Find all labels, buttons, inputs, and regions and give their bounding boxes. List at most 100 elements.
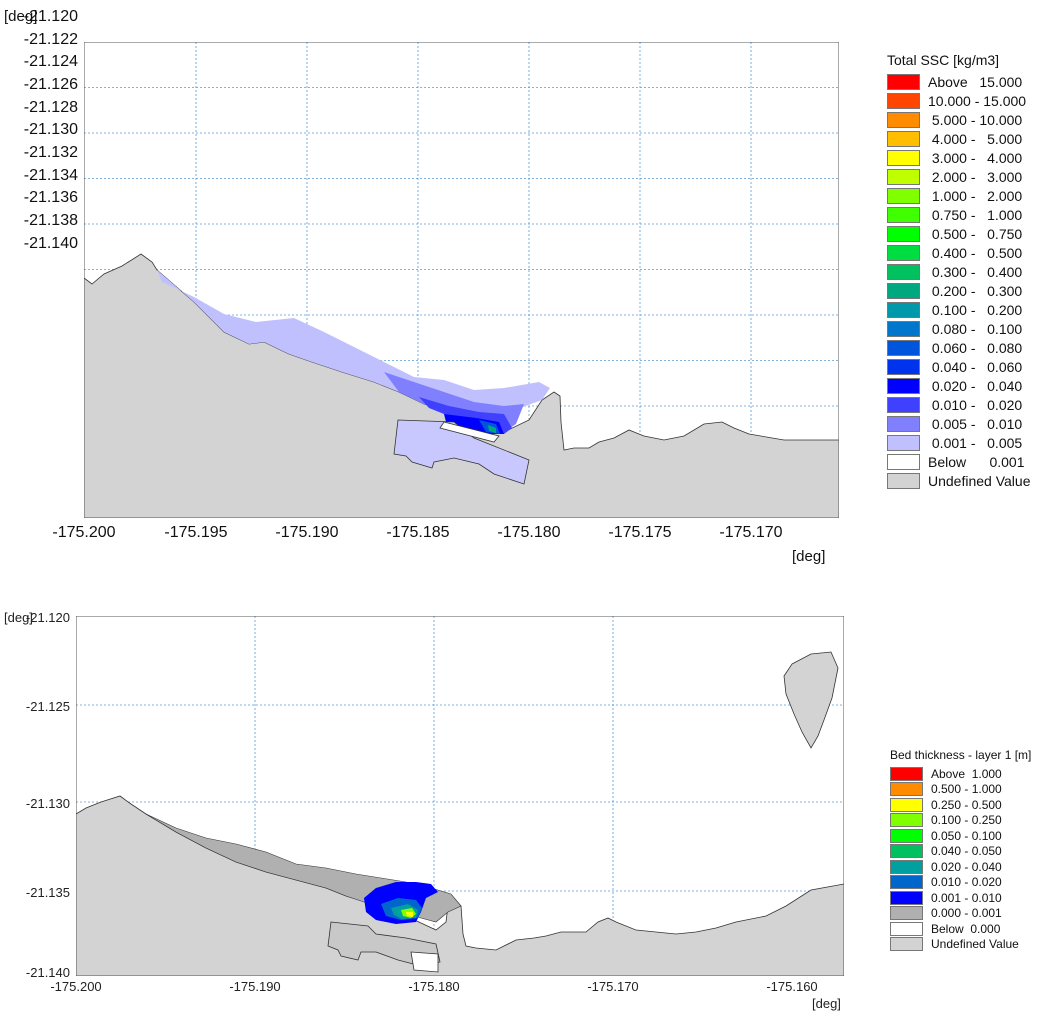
y-tick-label: -21.126 [23, 76, 78, 93]
legend-label: Undefined Value [928, 472, 1031, 489]
legend-item: 0.001 - 0.010 [890, 890, 1059, 906]
port-structure [393, 419, 530, 485]
legend-swatch [887, 92, 920, 109]
legend-label: 0.040 - 0.060 [928, 358, 1023, 375]
breakwater [439, 421, 500, 443]
legend-item: 4.000 - 5.000 [887, 129, 1030, 148]
legend-label: 0.020 - 0.040 [931, 859, 1002, 874]
ssc-map-panel: [deg] -21.120 -21.122 -21.124 -21.126 -2… [4, 8, 1030, 565]
legend-swatch [887, 415, 920, 432]
legend-item: 0.005 - 0.010 [887, 414, 1030, 433]
x-tick-label: -175.175 [608, 524, 672, 541]
y-tick-label: -21.120 [25, 610, 70, 625]
legend-item: 0.300 - 0.400 [887, 262, 1030, 281]
legend-item: 0.020 - 0.040 [887, 376, 1030, 395]
legend-item: 0.060 - 0.080 [887, 338, 1030, 357]
legend-rows: Above 15.000 10.000 - 15.000 5.000 - 10.0… [887, 72, 1030, 490]
legend-rows: Above 1.000 0.500 - 1.000 0.250 - 0.500 0.1… [890, 766, 1059, 952]
legend-label: 4.000 - 5.000 [928, 130, 1023, 147]
legend-item: 0.050 - 0.100 [890, 828, 1059, 844]
legend-swatch [887, 73, 920, 90]
legend-swatch [887, 263, 920, 280]
y-tick-label: -21.120 [23, 8, 78, 25]
legend-swatch [887, 339, 920, 356]
legend-label: 0.010 - 0.020 [931, 875, 1002, 890]
legend-swatch [887, 472, 920, 489]
y-tick-label: -21.124 [23, 53, 78, 70]
x-tick-label: -175.185 [386, 524, 450, 541]
legend-label: 0.200 - 0.300 [928, 282, 1023, 299]
legend-swatch [887, 282, 920, 299]
x-tick-label: -175.195 [164, 524, 228, 541]
legend-label: 0.250 - 0.500 [931, 797, 1002, 812]
ssc-legend: Total SSC [kg/m3] Above 15.000 10.000 - 1… [887, 52, 1030, 490]
legend-swatch [890, 937, 923, 952]
legend-swatch [887, 434, 920, 451]
legend-swatch [887, 453, 920, 470]
legend-label: 0.500 - 1.000 [931, 782, 1002, 797]
island-land [783, 651, 839, 749]
legend-swatch [890, 875, 923, 890]
y-axis-unit: [deg] [4, 8, 38, 25]
legend-item: 0.020 - 0.040 [890, 859, 1059, 875]
legend-swatch [887, 225, 920, 242]
legend-swatch [887, 187, 920, 204]
legend-label: 5.000 - 10.000 [928, 111, 1023, 128]
legend-item: 0.500 - 0.750 [887, 224, 1030, 243]
legend-item: 0.200 - 0.300 [887, 281, 1030, 300]
legend-label: 1.000 - 2.000 [928, 187, 1023, 204]
x-tick-label: -175.180 [408, 979, 460, 994]
legend-item: 0.010 - 0.020 [887, 395, 1030, 414]
legend-swatch [887, 301, 920, 318]
y-tick-label: -21.138 [23, 212, 78, 229]
legend-swatch [890, 813, 923, 828]
y-tick-label: -21.132 [23, 144, 78, 161]
legend-item: 5.000 - 10.000 [887, 110, 1030, 129]
legend-item: 0.000 - 0.001 [890, 906, 1059, 922]
legend-swatch [887, 111, 920, 128]
legend-label: 0.060 - 0.080 [928, 339, 1023, 356]
legend-item: 0.040 - 0.050 [890, 844, 1059, 860]
y-tick-label: -21.128 [23, 99, 78, 116]
legend-item: 0.100 - 0.200 [887, 300, 1030, 319]
ssc-plume [157, 270, 550, 434]
x-tick-label: -175.200 [52, 524, 116, 541]
legend-swatch [890, 921, 923, 936]
legend-title: Total SSC [kg/m3] [887, 52, 1000, 68]
legend-item: 0.010 - 0.020 [890, 875, 1059, 891]
legend-label: 0.750 - 1.000 [928, 206, 1023, 223]
legend-label: 0.300 - 0.400 [928, 263, 1023, 280]
legend-item: Above 1.000 [890, 766, 1059, 782]
x-axis-unit: [deg] [792, 548, 826, 565]
legend-item: Undefined Value [890, 937, 1059, 953]
legend-item: 0.040 - 0.060 [887, 357, 1030, 376]
legend-label: 0.050 - 0.100 [931, 828, 1002, 843]
legend-item: Undefined Value [887, 471, 1030, 490]
legend-swatch [890, 859, 923, 874]
legend-label: 0.080 - 0.100 [928, 320, 1023, 337]
ssc-map-canvas [84, 42, 839, 518]
x-tick-label: -175.170 [587, 979, 639, 994]
legend-swatch [887, 206, 920, 223]
legend-swatch [890, 797, 923, 812]
legend-swatch [890, 782, 923, 797]
legend-item: 3.000 - 4.000 [887, 148, 1030, 167]
legend-item: 0.080 - 0.100 [887, 319, 1030, 338]
legend-swatch [890, 906, 923, 921]
legend-swatch [887, 130, 920, 147]
x-axis-unit: [deg] [812, 996, 841, 1011]
legend-label: 0.020 - 0.040 [928, 377, 1023, 394]
bed-thickness-deposit [364, 882, 438, 924]
legend-swatch [887, 320, 920, 337]
legend-swatch [890, 890, 923, 905]
legend-swatch [887, 149, 920, 166]
legend-label: Above 1.000 [931, 766, 1002, 781]
legend-swatch [890, 844, 923, 859]
legend-label: 0.040 - 0.050 [931, 844, 1002, 859]
legend-item: 0.250 - 0.500 [890, 797, 1059, 813]
legend-label: 0.000 - 0.001 [931, 906, 1002, 921]
y-axis-unit: [deg] [4, 610, 33, 625]
legend-item: 2.000 - 3.000 [887, 167, 1030, 186]
legend-label: 0.001 - 0.005 [928, 434, 1023, 451]
y-tick-label: -21.122 [23, 31, 78, 48]
